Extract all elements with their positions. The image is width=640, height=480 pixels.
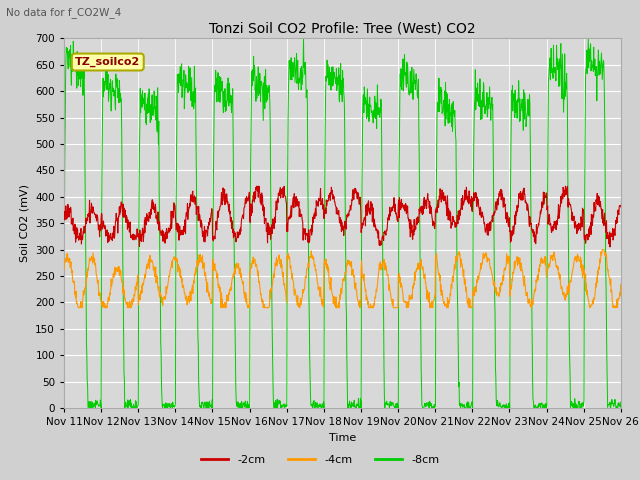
X-axis label: Time: Time [329,432,356,443]
Title: Tonzi Soil CO2 Profile: Tree (West) CO2: Tonzi Soil CO2 Profile: Tree (West) CO2 [209,22,476,36]
Legend: -2cm, -4cm, -8cm: -2cm, -4cm, -8cm [196,451,444,469]
Text: No data for f_CO2W_4: No data for f_CO2W_4 [6,7,122,18]
Y-axis label: Soil CO2 (mV): Soil CO2 (mV) [20,184,29,262]
Text: TZ_soilco2: TZ_soilco2 [75,57,140,67]
